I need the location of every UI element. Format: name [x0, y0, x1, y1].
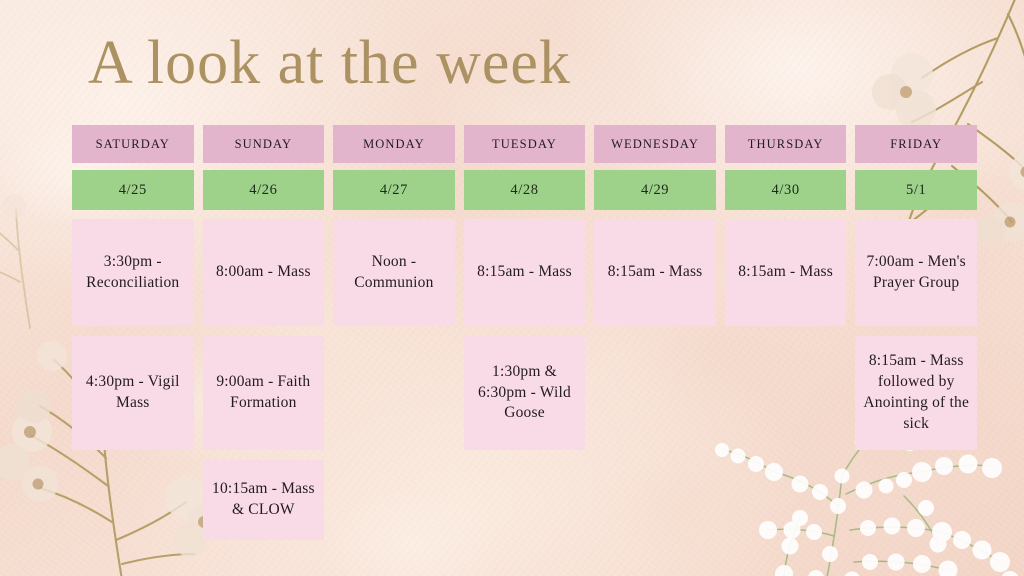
events-saturday: 3:30pm - Reconciliation 4:30pm - Vigil M…	[72, 219, 194, 540]
event-item-empty	[72, 460, 194, 540]
day-column-monday: MONDAY 4/27 Noon - Communion	[333, 125, 455, 540]
day-column-friday: FRIDAY 5/1 7:00am - Men's Prayer Group 8…	[855, 125, 977, 540]
day-column-saturday: SATURDAY 4/25 3:30pm - Reconciliation 4:…	[72, 125, 194, 540]
event-item-empty	[333, 460, 455, 540]
events-thursday: 8:15am - Mass	[724, 219, 847, 540]
events-sunday: 8:00am - Mass 9:00am - Faith Formation 1…	[202, 219, 325, 540]
event-item-empty	[464, 460, 586, 540]
event-item[interactable]: 10:15am - Mass & CLOW	[202, 460, 325, 540]
events-wednesday: 8:15am - Mass	[594, 219, 716, 540]
day-header-sunday: SUNDAY	[202, 125, 325, 163]
event-item-empty	[594, 460, 716, 540]
weekly-calendar: SATURDAY 4/25 3:30pm - Reconciliation 4:…	[72, 125, 977, 540]
event-item[interactable]: 9:00am - Faith Formation	[202, 336, 325, 450]
event-item[interactable]: 8:15am - Mass	[724, 219, 847, 326]
day-header-thursday: THURSDAY	[724, 125, 847, 163]
day-header-saturday: SATURDAY	[72, 125, 194, 163]
day-date-monday: 4/27	[333, 170, 455, 210]
event-item[interactable]: 8:15am - Mass	[463, 219, 586, 326]
day-date-sunday: 4/26	[202, 170, 325, 210]
day-header-tuesday: TUESDAY	[463, 125, 586, 163]
event-item-empty	[333, 336, 455, 450]
event-item[interactable]: 4:30pm - Vigil Mass	[72, 336, 194, 450]
event-item-empty	[725, 336, 847, 450]
page-title: A look at the week	[88, 29, 571, 97]
event-item[interactable]: 8:00am - Mass	[202, 219, 325, 326]
event-item-empty	[855, 460, 977, 540]
events-friday: 7:00am - Men's Prayer Group 8:15am - Mas…	[855, 219, 977, 540]
event-item[interactable]: 8:15am - Mass	[594, 219, 716, 326]
day-header-wednesday: WEDNESDAY	[594, 125, 716, 163]
events-monday: Noon - Communion	[333, 219, 455, 540]
day-date-saturday: 4/25	[72, 170, 194, 210]
event-item[interactable]: Noon - Communion	[333, 219, 455, 326]
day-date-thursday: 4/30	[724, 170, 847, 210]
event-item[interactable]: 3:30pm - Reconciliation	[72, 219, 194, 326]
day-date-wednesday: 4/29	[594, 170, 716, 210]
events-tuesday: 8:15am - Mass 1:30pm & 6:30pm - Wild Goo…	[463, 219, 586, 540]
event-item-empty	[594, 336, 716, 450]
event-item[interactable]: 1:30pm & 6:30pm - Wild Goose	[463, 336, 586, 450]
event-item[interactable]: 7:00am - Men's Prayer Group	[855, 219, 977, 326]
event-item-empty	[725, 460, 847, 540]
day-column-sunday: SUNDAY 4/26 8:00am - Mass 9:00am - Faith…	[202, 125, 325, 540]
day-column-wednesday: WEDNESDAY 4/29 8:15am - Mass	[594, 125, 716, 540]
day-column-tuesday: TUESDAY 4/28 8:15am - Mass 1:30pm & 6:30…	[463, 125, 586, 540]
day-header-monday: MONDAY	[333, 125, 455, 163]
day-date-friday: 5/1	[855, 170, 977, 210]
day-column-thursday: THURSDAY 4/30 8:15am - Mass	[724, 125, 847, 540]
event-item[interactable]: 8:15am - Mass followed by Anointing of t…	[855, 336, 977, 450]
day-header-friday: FRIDAY	[855, 125, 977, 163]
day-date-tuesday: 4/28	[463, 170, 586, 210]
